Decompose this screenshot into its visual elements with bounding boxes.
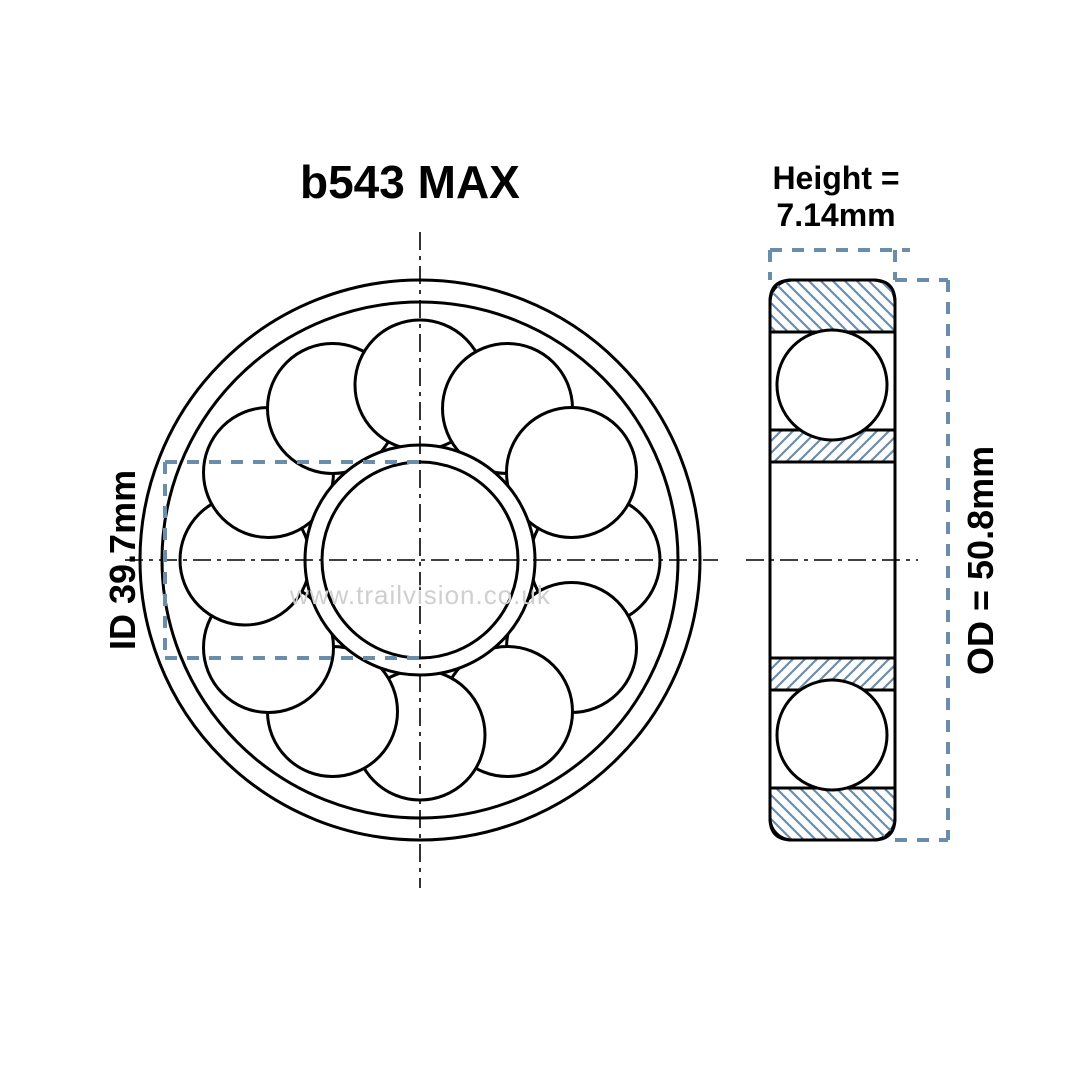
height-line1: Height = <box>772 160 899 196</box>
id-dimension-label: ID 39.7mm <box>102 445 144 675</box>
od-dimension <box>895 280 948 840</box>
side-section-view <box>746 280 918 840</box>
od-dimension-label: OD = 50.8mm <box>960 410 1002 710</box>
height-dimension-label: Height = 7.14mm <box>746 160 926 234</box>
height-dimension <box>770 250 910 280</box>
part-title: b543 MAX <box>300 155 520 209</box>
height-line2: 7.14mm <box>776 197 895 233</box>
